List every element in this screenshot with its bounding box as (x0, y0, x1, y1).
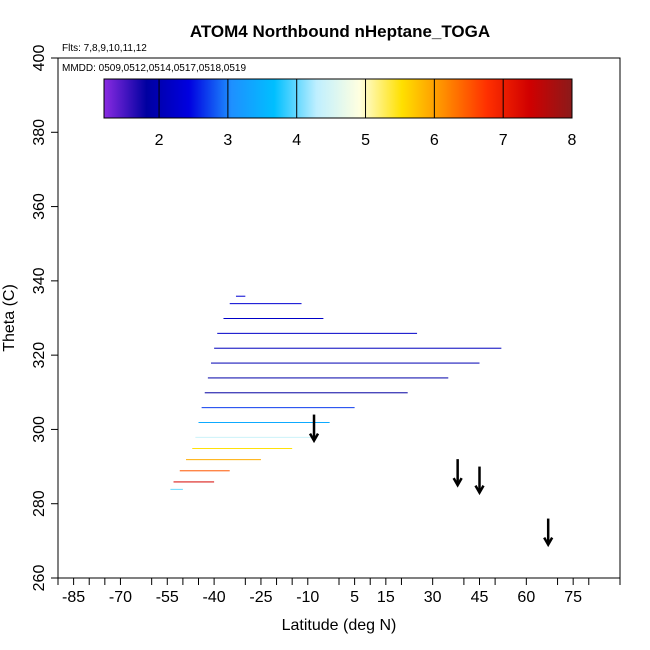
x-tick-label: 60 (517, 589, 535, 606)
x-tick-label: 5 (350, 589, 359, 606)
y-tick-label: 280 (31, 490, 48, 517)
x-tick-label: 45 (471, 589, 489, 606)
heatmap-band (204, 392, 408, 394)
heatmap-layer (170, 295, 502, 490)
colorbar-ticks: 2 3 4 5 6 7 8 (155, 79, 577, 149)
heatmap-band (207, 377, 449, 379)
heatmap-band (186, 459, 261, 461)
y-tick-label: 400 (31, 45, 48, 72)
colorbar-tick-label: 2 (155, 132, 164, 149)
y-tick-label: 360 (31, 193, 48, 220)
heatmap-band (170, 488, 183, 490)
colorbar: 2 3 4 5 6 7 8 (103, 78, 577, 149)
colorbar-tick-label: 6 (430, 132, 439, 149)
heatmap-band (210, 362, 480, 364)
plot-frame (57, 57, 621, 579)
x-tick-label: -85 (62, 589, 85, 606)
colorbar-bar (103, 78, 573, 119)
heatmap-band (198, 422, 330, 423)
arrow-marker (452, 459, 463, 488)
x-axis: -85 -70 -55 -40 -25 -10 5 15 30 45 60 75 (57, 578, 621, 606)
heatmap-band (223, 318, 324, 319)
arrow-marker (543, 518, 554, 548)
arrow-layer (308, 414, 554, 548)
colorbar-tick-label: 3 (223, 132, 232, 149)
x-tick-label: -70 (109, 589, 132, 606)
y-tick-label: 380 (31, 119, 48, 146)
heatmap-band (179, 470, 230, 472)
y-axis: 260 280 300 320 340 360 380 400 (31, 45, 58, 592)
heatmap-band (217, 332, 418, 334)
x-tick-label: 15 (377, 589, 395, 606)
heatmap-band (235, 295, 246, 297)
y-axis-label: Theta (C) (1, 284, 18, 352)
y-tick-label: 320 (31, 342, 48, 369)
heatmap-band (173, 481, 215, 483)
flights-label: Flts: 7,8,9,10,11,12 (62, 43, 147, 54)
x-tick-label: -25 (249, 589, 272, 606)
mmdd-label: MMDD: 0509,0512,0514,0517,0518,0519 (62, 63, 246, 74)
colorbar-tick-label: 8 (568, 132, 577, 149)
heatmap-band (195, 436, 315, 438)
colorbar-tick-label: 7 (499, 132, 508, 149)
x-tick-label: 30 (424, 589, 442, 606)
heatmap-band (229, 303, 302, 305)
y-tick-label: 340 (31, 267, 48, 294)
heatmap-band (201, 407, 355, 409)
heatmap-band (214, 347, 502, 349)
colorbar-tick-label: 4 (292, 132, 301, 149)
chart-title: ATOM4 Northbound nHeptane_TOGA (190, 22, 490, 41)
x-tick-label: -40 (203, 589, 226, 606)
y-tick-label: 300 (31, 416, 48, 443)
y-tick-label: 260 (31, 565, 48, 592)
colorbar-tick-label: 5 (361, 132, 370, 149)
x-axis-label: Latitude (deg N) (282, 617, 397, 634)
x-tick-label: -55 (156, 589, 179, 606)
arrow-marker (308, 414, 320, 444)
x-tick-label: -10 (296, 589, 319, 606)
x-tick-label: 75 (564, 589, 582, 606)
heatmap-band (192, 448, 293, 449)
arrow-marker (474, 466, 485, 496)
